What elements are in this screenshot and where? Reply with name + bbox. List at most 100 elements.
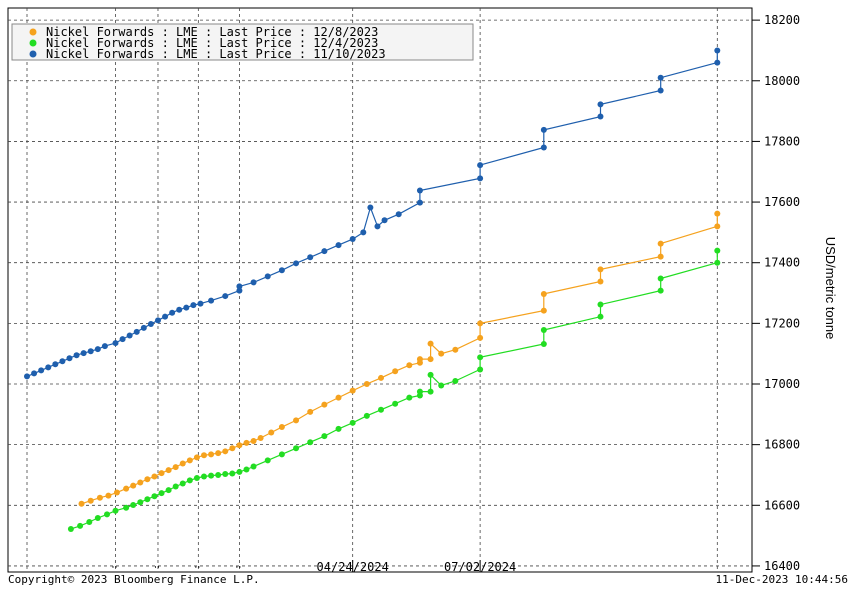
series-line — [81, 213, 718, 505]
data-point — [714, 259, 721, 266]
data-point — [293, 445, 300, 452]
data-point — [215, 450, 222, 457]
data-point — [597, 113, 604, 120]
data-point — [395, 211, 402, 218]
data-point — [657, 287, 664, 294]
data-point — [201, 473, 207, 480]
data-point — [257, 434, 264, 441]
legend-entry: Nickel Forwards : LME : Last Price : 12/… — [46, 36, 378, 50]
data-point — [123, 504, 130, 511]
data-point — [137, 479, 144, 486]
data-point — [73, 352, 80, 359]
data-point — [250, 279, 257, 286]
data-point — [378, 374, 384, 381]
data-point — [162, 313, 169, 320]
legend-marker — [29, 50, 37, 58]
data-point — [477, 320, 484, 327]
data-point — [427, 340, 434, 347]
data-point — [427, 356, 434, 363]
legend: Nickel Forwards : LME : Last Price : 12/… — [11, 23, 474, 61]
data-point — [243, 439, 250, 446]
y-tick-label: 16800 — [764, 438, 800, 452]
data-point — [597, 301, 604, 308]
data-point — [477, 162, 484, 169]
plot-area — [7, 7, 753, 573]
data-point — [67, 525, 74, 532]
data-point — [349, 236, 356, 243]
data-point — [714, 59, 721, 66]
data-point — [165, 467, 172, 474]
data-point — [208, 451, 215, 458]
data-point — [714, 223, 721, 230]
data-point — [236, 468, 243, 475]
data-point — [714, 47, 721, 54]
data-point — [378, 406, 384, 413]
data-point — [144, 476, 151, 483]
data-point — [406, 394, 413, 401]
series-1 — [67, 247, 721, 532]
data-point — [477, 366, 484, 373]
y-tick-label: 17600 — [764, 195, 800, 209]
data-point — [540, 126, 547, 133]
data-point — [77, 522, 84, 529]
data-point — [222, 471, 229, 478]
data-point — [278, 424, 285, 431]
data-point — [540, 144, 547, 151]
data-point — [186, 477, 193, 484]
y-tick-label: 16600 — [764, 498, 800, 512]
y-tick-label: 18200 — [764, 13, 800, 27]
data-point — [96, 494, 103, 501]
data-point — [392, 368, 399, 375]
y-tick-label: 17400 — [764, 256, 800, 270]
data-point — [176, 306, 183, 313]
data-point — [190, 302, 197, 309]
data-point — [208, 297, 215, 304]
data-point — [278, 267, 285, 274]
data-point — [293, 417, 300, 424]
data-point — [87, 348, 94, 355]
data-point — [130, 501, 137, 508]
data-point — [293, 260, 300, 267]
data-point — [307, 408, 314, 415]
data-point — [427, 388, 434, 395]
data-point — [183, 304, 190, 311]
x-axis: 04/24/2024 07/02/2024 — [112, 560, 516, 574]
series-layer — [24, 47, 721, 532]
data-point — [321, 401, 328, 408]
series-2 — [24, 47, 721, 380]
copyright-text: Copyright© 2023 Bloomberg Finance L.P. — [8, 573, 260, 586]
data-point — [250, 438, 257, 445]
data-point — [193, 475, 200, 481]
data-point — [321, 248, 328, 255]
legend-entry: Nickel Forwards : LME : Last Price : 12/… — [46, 25, 378, 39]
legend-marker — [29, 39, 37, 47]
data-point — [250, 463, 257, 470]
data-point — [80, 350, 87, 357]
data-point — [147, 320, 154, 327]
data-point — [165, 487, 172, 494]
data-point — [66, 355, 73, 362]
data-point — [133, 328, 140, 335]
data-point — [130, 482, 137, 489]
data-point — [657, 74, 664, 81]
data-point — [151, 493, 158, 500]
data-point — [477, 175, 484, 182]
x-tick-label: 07/02/2024 — [444, 560, 516, 574]
data-point — [105, 492, 112, 499]
data-point — [169, 309, 176, 316]
data-point — [540, 340, 547, 347]
data-point — [94, 515, 101, 522]
data-point — [104, 511, 111, 518]
data-point — [657, 275, 664, 282]
y-tick-label: 16400 — [764, 559, 800, 573]
data-point — [126, 332, 133, 339]
legend-box — [11, 23, 474, 61]
data-point — [597, 313, 604, 320]
data-point — [427, 371, 434, 378]
y-tick-label: 17800 — [764, 134, 800, 148]
data-point — [140, 324, 147, 331]
data-point — [172, 464, 179, 471]
data-point — [477, 334, 484, 341]
data-point — [52, 361, 59, 368]
data-point — [714, 210, 721, 217]
